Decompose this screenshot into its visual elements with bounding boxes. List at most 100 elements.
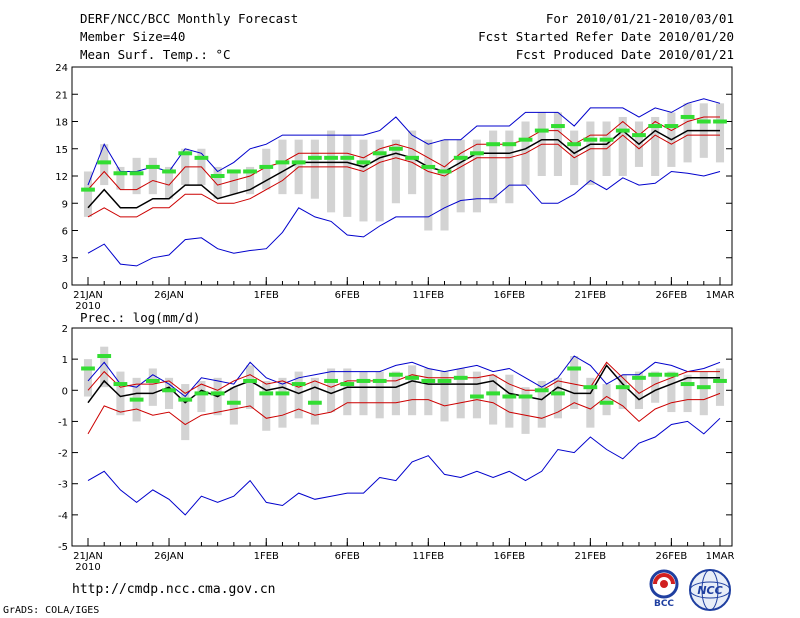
temp-climate-marker — [664, 124, 679, 129]
temp-climate-marker — [324, 155, 338, 160]
temp-plus-sd-line — [87, 116, 720, 191]
prec-range-bar — [618, 374, 627, 409]
prec-range-bar — [164, 377, 174, 409]
prec-climate-marker — [129, 397, 144, 402]
prec-climate-marker — [405, 375, 419, 380]
temp-range-bar — [359, 139, 368, 222]
prec-range-bar — [683, 374, 692, 413]
prec-climate-marker — [81, 366, 95, 371]
temp-climate-marker — [648, 124, 663, 129]
prec-range-bar — [294, 371, 303, 419]
temp-climate-marker — [680, 114, 695, 119]
temp-climate-marker — [243, 169, 257, 174]
temp-climate-marker — [307, 155, 322, 160]
temp-xtick-label: 16FEB — [494, 290, 526, 301]
prec-climate-marker — [486, 391, 501, 396]
temp-climate-marker — [599, 137, 614, 142]
prec-range-bar — [343, 368, 352, 416]
variable-label-prec: Prec.: log(mm/d) — [80, 310, 201, 325]
temp-ytick-label: 3 — [62, 254, 68, 265]
prec-climate-marker — [145, 378, 160, 383]
temp-ytick-label: 15 — [55, 145, 68, 156]
temp-xtick-label: 1FEB — [254, 290, 279, 301]
prec-climate-marker — [210, 391, 225, 396]
temp-range-bar — [164, 166, 174, 199]
started-date: Fcst Started Refer Date 2010/01/20 — [478, 29, 734, 44]
temp-climate-marker — [534, 128, 549, 133]
prec-climate-marker — [275, 391, 290, 396]
prec-climate-marker — [324, 378, 338, 383]
temp-climate-marker — [129, 171, 144, 176]
prec-climate-marker — [453, 375, 468, 380]
prec-range-bar — [634, 371, 644, 409]
temp-climate-marker — [389, 146, 403, 151]
temp-climate-marker — [291, 160, 306, 165]
temp-range-bar — [278, 139, 287, 195]
grads-credit: GrADS: COLA/IGES — [3, 605, 100, 616]
temp-climate-marker — [632, 133, 646, 138]
prec-climate-marker — [307, 400, 322, 405]
prec-range-bar — [229, 387, 238, 425]
temp-climate-marker — [615, 128, 630, 133]
prec-xtick-label: 26JAN — [154, 551, 184, 562]
forecast-period: For 2010/01/21-2010/03/01 — [545, 11, 734, 26]
prec-range-bar — [262, 380, 271, 431]
prec-ensemble-mean-line — [87, 364, 720, 404]
prec-climate-marker — [162, 388, 176, 393]
temp-range-bar — [213, 166, 222, 199]
member-size: Member Size=40 — [80, 29, 186, 44]
temp-xtick-label: 21FEB — [575, 290, 607, 301]
temp-range-bar — [651, 116, 660, 176]
temp-range-bar — [424, 139, 433, 231]
temp-range-bar — [586, 121, 595, 186]
temp-range-bar — [505, 130, 514, 204]
prec-range-bar — [246, 365, 255, 409]
source-url[interactable]: http://cmdp.ncc.cma.gov.cn — [72, 582, 276, 597]
temp-xtick-label: 26FEB — [656, 290, 688, 301]
prec-range-bar — [424, 368, 433, 416]
temp-ytick-label: 9 — [62, 199, 68, 210]
bcc-logo-text: BCC — [654, 599, 674, 608]
temp-minimum-line — [87, 170, 721, 267]
prec-range-bar — [148, 368, 157, 406]
temp-range-bar — [116, 166, 125, 190]
temp-range-bar — [391, 139, 400, 204]
prec-range-bar — [602, 384, 611, 416]
temp-range-bar — [132, 157, 141, 195]
temp-xtick-label: 1MAR — [706, 290, 735, 301]
prec-range-bar — [327, 368, 336, 413]
temp-climate-marker — [178, 151, 193, 156]
prec-climate-marker — [340, 382, 355, 387]
prec-xtick-label: 21JAN — [73, 551, 103, 562]
temp-climate-marker — [421, 164, 436, 169]
chart-title: DERF/NCC/BCC Monthly Forecast — [80, 11, 299, 26]
temp-range-bar — [440, 139, 449, 231]
prec-climate-marker — [680, 382, 695, 387]
prec-climate-marker — [372, 378, 387, 383]
temp-climate-marker — [713, 119, 727, 124]
temp-climate-marker — [583, 137, 598, 142]
prec-climate-marker — [551, 391, 565, 396]
prec-ytick-label: -3 — [58, 480, 68, 491]
temp-panel: 0 3 6 9 12 15 18 21 24 21JAN 26JAN 1FEB 6FEB 11FEB 16F… — [55, 63, 734, 312]
prec-range-bar — [100, 346, 109, 388]
prec-climate-marker — [518, 394, 533, 399]
temp-climate-marker — [194, 155, 209, 160]
prec-range-bar — [375, 371, 384, 419]
temp-climate-marker — [81, 187, 95, 192]
temp-climate-marker — [405, 155, 419, 160]
prec-range-bar — [586, 377, 595, 428]
prec-climate-marker — [599, 400, 614, 405]
prec-minus-sd-line — [87, 392, 721, 435]
prec-ytick-label: 1 — [62, 355, 68, 366]
temp-range-bar — [148, 157, 157, 195]
temp-range-bar — [489, 130, 498, 204]
prec-range-bar — [489, 374, 498, 425]
temp-climate-marker — [210, 174, 225, 178]
prec-climate-marker — [502, 394, 517, 399]
temp-range-bar — [343, 135, 352, 217]
temp-climate-marker — [356, 160, 371, 165]
prec-range-bar — [456, 368, 465, 419]
prec-range-bar — [440, 371, 449, 422]
